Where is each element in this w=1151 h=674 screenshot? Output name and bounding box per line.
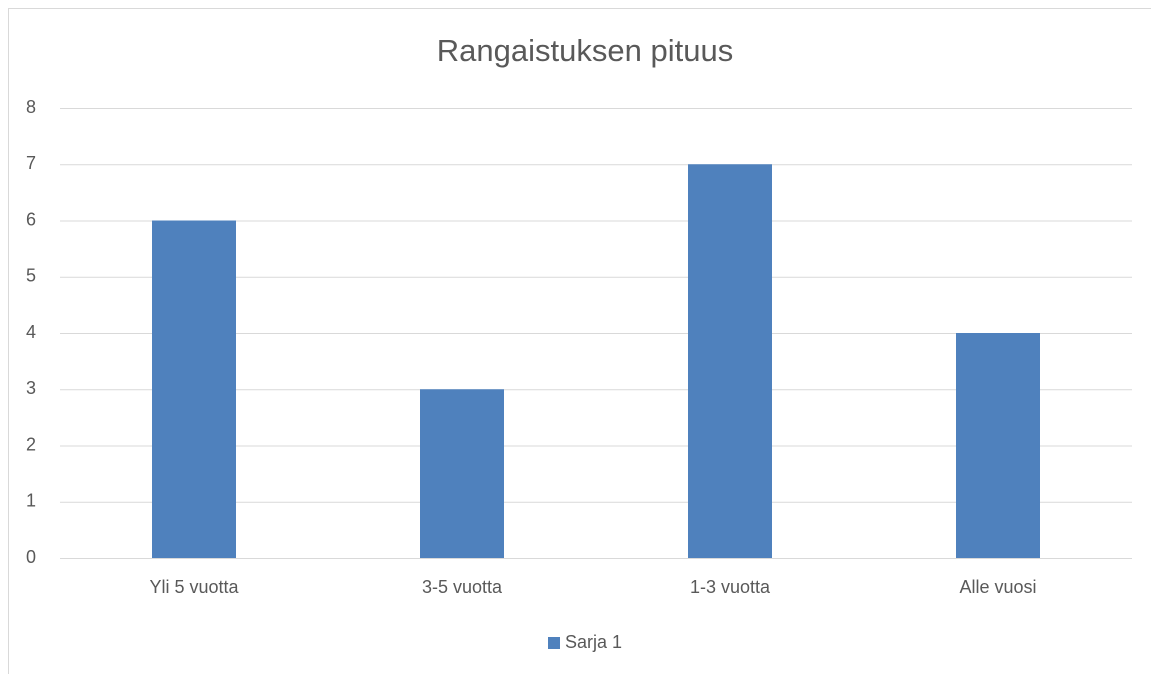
chart-title: Rangaistuksen pituus [437, 33, 733, 68]
y-tick-label: 1 [26, 491, 36, 511]
y-tick-label: 4 [26, 322, 36, 342]
x-tick-label: 3-5 vuotta [422, 577, 503, 597]
x-tick-label: Alle vuosi [959, 577, 1036, 597]
x-tick-label: 1-3 vuotta [690, 577, 771, 597]
y-tick-label: 3 [26, 378, 36, 398]
bar [688, 164, 772, 558]
legend-label: Sarja 1 [565, 632, 622, 652]
y-tick-label: 7 [26, 153, 36, 173]
y-tick-label: 0 [26, 547, 36, 567]
y-tick-label: 2 [26, 434, 36, 454]
y-tick-label: 6 [26, 209, 36, 229]
y-tick-label: 5 [26, 266, 36, 286]
legend-swatch [548, 637, 560, 649]
bar [420, 389, 504, 558]
bar [956, 333, 1040, 558]
x-tick-label: Yli 5 vuotta [149, 577, 239, 597]
bar [152, 220, 236, 558]
y-tick-label: 8 [26, 97, 36, 117]
